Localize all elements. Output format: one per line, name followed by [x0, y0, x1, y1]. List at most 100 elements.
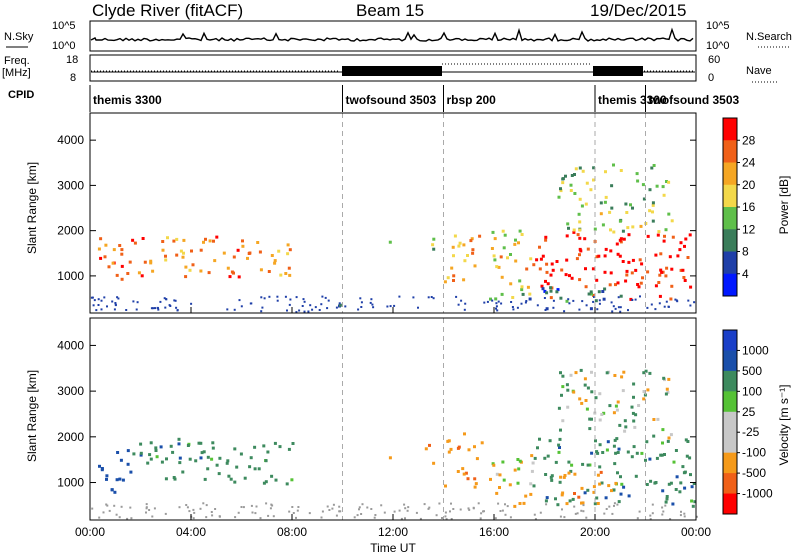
- ground-cell: [370, 508, 373, 510]
- data-cell: [632, 445, 636, 449]
- data-cell: [546, 282, 550, 286]
- data-cell: [466, 254, 469, 257]
- data-cell: [466, 477, 470, 481]
- ground-cell: [543, 297, 546, 299]
- ground-cell: [455, 295, 458, 298]
- data-cell: [631, 225, 635, 229]
- data-cell: [513, 242, 517, 246]
- data-cell: [188, 457, 192, 461]
- y-tick-label: 4000: [57, 133, 84, 147]
- ground-cell: [559, 515, 562, 518]
- data-cell: [659, 252, 663, 256]
- data-cell: [571, 497, 575, 501]
- data-cell: [492, 463, 496, 467]
- data-cell: [99, 237, 103, 241]
- colorbar-tick-label: 100: [742, 384, 762, 398]
- ground-cell: [366, 506, 369, 509]
- data-cell: [520, 285, 524, 289]
- data-cell: [629, 297, 633, 301]
- data-cell: [446, 439, 450, 443]
- data-cell: [287, 447, 291, 451]
- ground-cell: [444, 511, 447, 514]
- data-cell: [633, 425, 637, 429]
- data-cell: [641, 276, 644, 280]
- ground-cell: [567, 298, 570, 301]
- ground-cell: [311, 308, 314, 311]
- data-patch: [443, 234, 482, 284]
- data-cell: [259, 268, 263, 272]
- data-cell: [545, 291, 549, 295]
- ground-cell: [188, 510, 191, 513]
- ground-cell: [494, 517, 497, 520]
- ground-cell: [496, 309, 499, 312]
- y-tick-label: 3000: [57, 178, 84, 192]
- ground-cell: [427, 507, 430, 510]
- cpid-segment-label: twofsound 3503: [649, 93, 740, 107]
- data-cell: [213, 259, 217, 263]
- ground-cell: [331, 507, 334, 510]
- data-cell: [540, 284, 544, 288]
- data-cell: [608, 404, 612, 408]
- ground-cell: [286, 309, 288, 312]
- data-cell: [595, 450, 599, 454]
- ground-cell: [631, 299, 634, 301]
- data-cell: [642, 397, 646, 401]
- data-cell: [239, 452, 243, 456]
- data-cell: [258, 250, 262, 254]
- ground-cell: [129, 506, 132, 509]
- data-cell: [604, 170, 607, 174]
- ground-cell: [291, 506, 294, 508]
- ground-cell: [356, 514, 359, 517]
- ground-cell: [268, 295, 271, 298]
- data-cell: [584, 399, 588, 402]
- data-cell: [595, 278, 599, 282]
- colorbar-swatch: [723, 330, 737, 351]
- data-cell: [277, 249, 281, 253]
- data-cell: [500, 292, 504, 296]
- ground-cell: [186, 506, 189, 509]
- data-cell: [133, 241, 137, 245]
- data-cell: [554, 497, 557, 501]
- data-cell: [623, 429, 627, 433]
- data-cell: [642, 390, 646, 393]
- data-cell: [592, 166, 596, 170]
- data-cell: [598, 418, 602, 422]
- ground-cell: [132, 300, 135, 303]
- ground-cell: [326, 505, 329, 508]
- data-cell: [541, 287, 545, 291]
- ground-cell: [430, 296, 433, 298]
- ground-cell: [298, 309, 301, 312]
- data-cell: [538, 267, 542, 271]
- data-cell: [478, 234, 482, 238]
- ground-cell: [100, 308, 103, 311]
- ground-cell: [450, 518, 453, 520]
- ground-cell: [106, 504, 109, 507]
- nave-tick-top: 60: [708, 54, 720, 66]
- data-cell: [562, 475, 566, 479]
- data-cell: [634, 268, 638, 272]
- ground-cell: [164, 306, 167, 309]
- data-cell: [517, 241, 520, 245]
- ground-cell: [499, 510, 502, 512]
- ground-cell: [205, 516, 208, 519]
- ground-cell: [338, 505, 341, 508]
- data-cell: [546, 454, 550, 458]
- data-cell: [98, 464, 101, 468]
- ground-cell: [510, 301, 513, 303]
- ground-cell: [265, 502, 268, 505]
- ground-cell: [520, 302, 523, 305]
- data-cell: [592, 178, 595, 182]
- ground-cell: [491, 299, 494, 302]
- ground-cell: [497, 502, 500, 505]
- colorbar-frame: [722, 329, 738, 515]
- ground-cell: [582, 510, 585, 513]
- data-cell: [604, 247, 608, 251]
- ground-cell: [157, 308, 160, 311]
- data-cell: [602, 297, 606, 301]
- data-cell: [612, 230, 616, 234]
- nsky-tick-top: 10^5: [52, 20, 76, 32]
- ground-cell: [145, 511, 147, 514]
- ground-cell: [444, 515, 447, 518]
- ground-cell: [260, 296, 263, 299]
- colorbar-tick-label: 12: [742, 222, 756, 236]
